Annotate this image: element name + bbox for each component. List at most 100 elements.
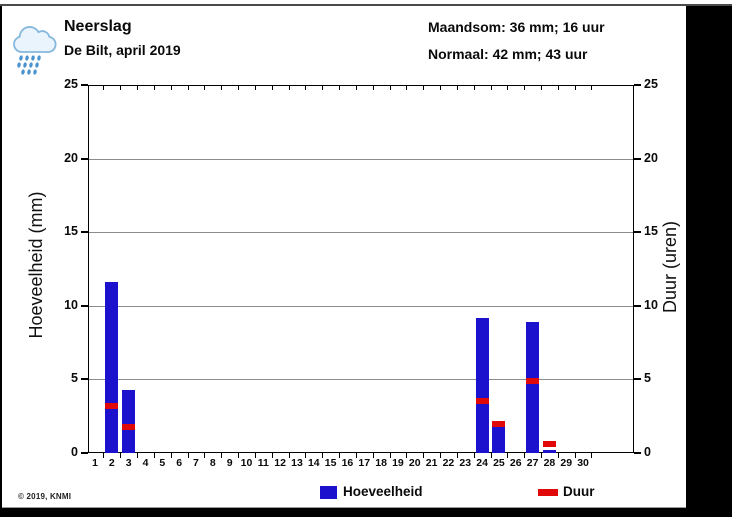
bottom-axis-tick bbox=[322, 453, 324, 458]
bottom-axis-tick bbox=[507, 453, 509, 458]
left-axis-tick-label: 15 bbox=[64, 224, 78, 239]
bottom-axis-tick bbox=[288, 453, 290, 458]
right-axis-tick bbox=[634, 304, 641, 307]
bottom-axis-tick bbox=[591, 453, 593, 458]
bottom-axis-tick bbox=[490, 453, 492, 458]
top-axis-tick bbox=[204, 86, 206, 90]
x-axis-day-label: 6 bbox=[176, 457, 183, 469]
mark-duur-day-24 bbox=[475, 398, 489, 405]
bottom-axis-tick bbox=[524, 453, 526, 458]
left-axis-tick bbox=[81, 378, 88, 381]
left-axis-tick-label: 20 bbox=[64, 150, 78, 165]
bottom-axis-tick bbox=[271, 453, 273, 458]
x-axis-day-label: 17 bbox=[358, 457, 371, 469]
mark-duur-day-28 bbox=[542, 441, 556, 448]
mark-duur-day-25 bbox=[492, 420, 506, 427]
top-axis-tick bbox=[288, 86, 290, 90]
bar-hoeveelheid-day-27 bbox=[526, 321, 540, 453]
top-axis-tick bbox=[187, 86, 189, 90]
gridline bbox=[89, 305, 633, 307]
x-axis-day-label: 12 bbox=[274, 457, 286, 469]
left-axis-tick bbox=[81, 84, 88, 86]
top-axis-tick bbox=[540, 86, 542, 90]
bottom-axis-tick bbox=[423, 453, 425, 458]
bottom-axis-tick bbox=[137, 453, 139, 458]
left-axis-tick-label: 0 bbox=[71, 445, 78, 459]
x-axis-day-label: 5 bbox=[159, 457, 166, 469]
x-axis-day-label: 19 bbox=[392, 457, 404, 469]
x-axis-day-label: 22 bbox=[442, 457, 455, 469]
bottom-axis-tick bbox=[456, 453, 458, 458]
bar-hoeveelheid-day-25 bbox=[492, 426, 506, 453]
x-axis-day-label: 3 bbox=[125, 457, 132, 469]
right-axis-tick-label: 20 bbox=[644, 150, 658, 165]
x-axis-day-label: 10 bbox=[240, 457, 253, 469]
x-axis-day-label: 25 bbox=[493, 457, 505, 469]
page-title: Neerslag bbox=[64, 18, 132, 35]
monthly-total-text: Maandsom: 36 mm; 16 uur bbox=[428, 19, 605, 35]
bottom-axis-tick bbox=[339, 453, 341, 458]
top-axis-tick bbox=[305, 86, 307, 90]
right-axis-tick-label: 0 bbox=[644, 445, 651, 459]
right-axis-tick-label: 15 bbox=[644, 224, 658, 239]
bottom-axis-tick bbox=[355, 453, 357, 458]
top-axis-tick bbox=[221, 86, 223, 90]
x-axis-day-label: 9 bbox=[226, 457, 233, 469]
bottom-axis-tick bbox=[406, 453, 408, 458]
right-axis-tick bbox=[634, 84, 641, 86]
x-axis-day-label: 7 bbox=[193, 457, 199, 469]
bar-hoeveelheid-day-2 bbox=[105, 282, 119, 453]
bottom-axis-tick bbox=[221, 453, 223, 458]
bottom-axis-tick bbox=[254, 453, 256, 458]
top-axis-tick bbox=[574, 86, 576, 90]
top-axis-tick bbox=[238, 86, 240, 90]
top-axis-tick bbox=[591, 86, 593, 90]
copyright-text: © 2019, KNMI bbox=[18, 492, 72, 501]
plot-frame bbox=[88, 85, 634, 453]
x-axis-day-label: 29 bbox=[560, 457, 573, 469]
top-axis-tick bbox=[423, 86, 425, 90]
legend-label-hoeveelheid: Hoeveelheid bbox=[343, 484, 423, 499]
x-axis-day-label: 27 bbox=[526, 457, 539, 469]
x-axis-day-label: 21 bbox=[425, 457, 438, 469]
x-axis-day-label: 1 bbox=[92, 457, 98, 469]
mark-duur-day-2 bbox=[105, 402, 119, 409]
x-axis-day-label: 20 bbox=[408, 457, 421, 469]
top-axis-tick bbox=[254, 86, 256, 90]
left-axis-tick bbox=[81, 231, 88, 234]
bottom-axis-tick bbox=[153, 453, 155, 458]
top-axis-tick bbox=[170, 86, 172, 90]
x-axis-day-label: 24 bbox=[476, 457, 488, 469]
bottom-axis-tick bbox=[187, 453, 189, 458]
normal-value-text: Normaal: 42 mm; 43 uur bbox=[428, 46, 588, 62]
right-axis-tick bbox=[634, 231, 641, 234]
top-axis-tick bbox=[339, 86, 341, 90]
left-axis-tick bbox=[81, 452, 88, 454]
x-axis-day-label: 15 bbox=[324, 457, 337, 469]
left-axis-tick bbox=[81, 157, 88, 160]
top-axis-tick bbox=[440, 86, 441, 90]
bottom-axis-tick bbox=[170, 453, 172, 458]
chart-page: Neerslag De Bilt, april 2019 Maandsom: 3… bbox=[2, 6, 686, 508]
rain-cloud-icon bbox=[13, 26, 57, 75]
x-axis-day-label: 23 bbox=[459, 457, 472, 469]
bar-hoeveelheid-day-28 bbox=[542, 450, 556, 453]
top-axis-tick bbox=[271, 86, 273, 90]
top-axis-tick bbox=[456, 86, 458, 90]
left-axis-tick bbox=[81, 304, 88, 307]
top-axis-tick bbox=[507, 86, 509, 90]
bottom-axis-tick bbox=[238, 453, 240, 458]
mark-duur-day-3 bbox=[122, 423, 136, 430]
rain-drops-icon bbox=[17, 55, 41, 75]
top-axis-tick bbox=[473, 86, 475, 90]
left-axis-tick-label: 10 bbox=[64, 297, 78, 312]
gridline bbox=[89, 379, 633, 381]
left-axis-tick-label: 5 bbox=[71, 371, 78, 386]
x-axis-day-label: 11 bbox=[257, 457, 269, 469]
bottom-axis-tick bbox=[204, 453, 206, 458]
top-axis-tick bbox=[137, 86, 139, 90]
x-axis-day-label: 18 bbox=[375, 457, 387, 469]
top-axis-tick bbox=[389, 86, 391, 90]
gridline bbox=[89, 232, 633, 234]
right-axis-tick-label: 10 bbox=[644, 297, 658, 312]
